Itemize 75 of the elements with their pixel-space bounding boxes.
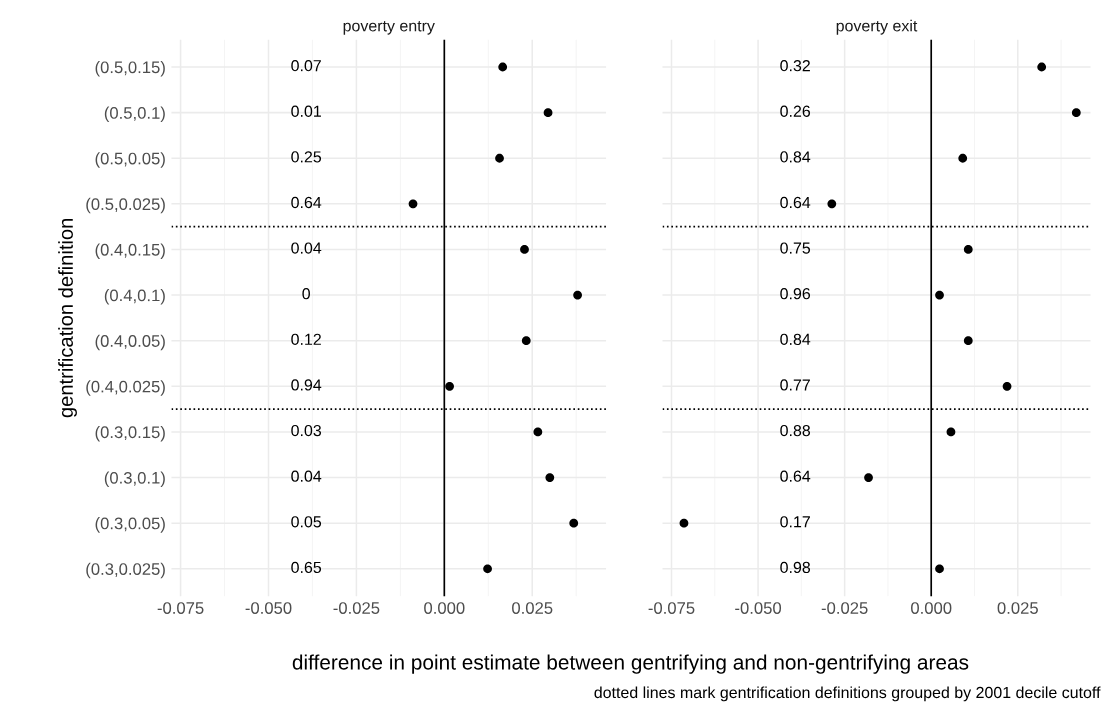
annotation: 0.94 <box>291 379 322 391</box>
y-tick-label: (0.4,0.025) <box>86 380 165 396</box>
annotation: 0.07 <box>291 59 321 72</box>
annotation: 0.75 <box>780 242 811 254</box>
point <box>569 518 579 528</box>
point <box>1071 108 1081 118</box>
annotation: 0.98 <box>780 561 811 574</box>
x-tick-label: -0.025 <box>333 602 380 614</box>
y-tick-label: (0.3,0.025) <box>86 562 165 579</box>
annotation: 0.26 <box>780 105 811 117</box>
x-tick-label: 0.025 <box>512 602 553 614</box>
annotation: 0.65 <box>291 561 322 574</box>
y-tick-label: (0.5,0.05) <box>95 152 165 168</box>
annotation: 0.05 <box>291 516 322 528</box>
annotation: 0.03 <box>291 424 322 437</box>
point <box>445 381 454 391</box>
point <box>483 564 492 574</box>
y-tick-label: (0.5,0.1) <box>104 106 165 123</box>
x-tick-label: 0.000 <box>911 602 952 614</box>
x-tick-label: -0.075 <box>157 602 204 614</box>
point <box>963 336 973 346</box>
y-tick-label: (0.4,0.15) <box>95 243 165 259</box>
y-tick-label: (0.3,0.05) <box>95 517 165 533</box>
x-tick-label: 0.025 <box>997 602 1038 614</box>
annotation: 0.01 <box>291 105 321 117</box>
annotation: 0.88 <box>780 424 811 437</box>
point <box>520 245 529 254</box>
point <box>573 290 582 300</box>
y-tick-label: (0.4,0.1) <box>104 289 165 305</box>
annotation: 0.84 <box>780 151 811 163</box>
y-tick-label: (0.3,0.1) <box>104 471 165 488</box>
x-tick-label: -0.075 <box>648 602 695 614</box>
point <box>533 427 543 437</box>
annotation: 0 <box>302 288 310 300</box>
annotation: 0.64 <box>780 196 811 209</box>
annotation: 0.64 <box>780 470 811 482</box>
annotation: 0.77 <box>780 379 810 391</box>
annotation: 0.96 <box>780 288 811 300</box>
point <box>543 108 553 118</box>
point <box>935 564 944 574</box>
x-axis-title: difference in point estimate between gentrifying and non-gentrifying areas <box>292 654 969 674</box>
point <box>935 290 944 300</box>
y-axis-title: gentrification definition <box>58 218 77 418</box>
point <box>679 518 689 528</box>
chart-title: poverty entry <box>343 20 435 35</box>
point <box>1037 62 1047 72</box>
annotation: 0.32 <box>780 59 810 72</box>
x-tick-label: -0.050 <box>735 602 782 614</box>
point <box>946 427 956 437</box>
point <box>545 473 555 482</box>
annotation: 0.12 <box>291 333 321 345</box>
point <box>963 245 973 254</box>
annotation: 0.04 <box>291 242 322 254</box>
chart-title: poverty exit <box>836 19 918 35</box>
y-tick-label: (0.5,0.15) <box>95 60 165 77</box>
point <box>495 153 504 163</box>
y-tick-label: (0.4,0.05) <box>95 334 165 351</box>
y-tick-label: (0.5,0.025) <box>86 197 165 214</box>
y-tick-label: (0.3,0.15) <box>95 425 165 442</box>
point <box>408 199 418 209</box>
point <box>521 336 531 346</box>
annotation: 0.25 <box>291 151 322 163</box>
point <box>958 153 968 163</box>
text: dotted lines mark gentrification definitions grouped by 2001 decile cutoff <box>594 686 1101 702</box>
x-tick-label: -0.050 <box>245 602 292 614</box>
point <box>498 62 508 72</box>
point <box>1002 381 1012 391</box>
point <box>827 199 837 209</box>
annotation: 0.84 <box>780 333 811 345</box>
annotation: 0.64 <box>291 196 322 209</box>
x-tick-label: -0.025 <box>821 602 868 614</box>
annotation: 0.17 <box>780 516 810 528</box>
x-tick-label: 0.000 <box>424 602 465 614</box>
annotation: 0.04 <box>291 470 322 482</box>
point <box>864 473 873 482</box>
